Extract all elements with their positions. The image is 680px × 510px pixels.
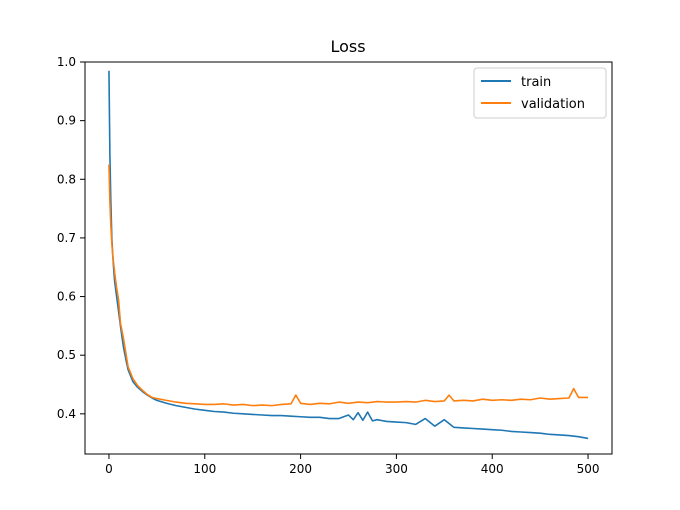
chart-title: Loss [330, 37, 365, 56]
x-tick-label: 300 [385, 462, 408, 476]
series-line-train [108, 70, 589, 440]
series-line-validation [108, 164, 589, 407]
x-tick-label: 100 [193, 462, 216, 476]
x-tick-label: 200 [289, 462, 312, 476]
legend: train validation [473, 67, 607, 119]
x-tick-label: 400 [481, 462, 504, 476]
y-tick-label: 1.0 [57, 55, 76, 69]
legend-label-train: train [521, 75, 551, 90]
plot-area [108, 70, 589, 440]
axes-frame [84, 61, 613, 455]
y-tick-label: 0.6 [57, 290, 76, 304]
y-tick-label: 0.9 [57, 114, 76, 128]
y-tick-label: 0.7 [57, 231, 76, 245]
axes: 0 100 200 300 400 500 0.4 0.5 0.6 0.7 0.8 0.9 1.0 [57, 55, 600, 476]
legend-label-validation: validation [521, 97, 585, 112]
y-tick-label: 0.4 [57, 407, 76, 421]
x-tick-label: 0 [105, 462, 113, 476]
y-tick-label: 0.5 [57, 348, 76, 362]
x-tick-label: 500 [577, 462, 600, 476]
y-tick-label: 0.8 [57, 172, 76, 186]
